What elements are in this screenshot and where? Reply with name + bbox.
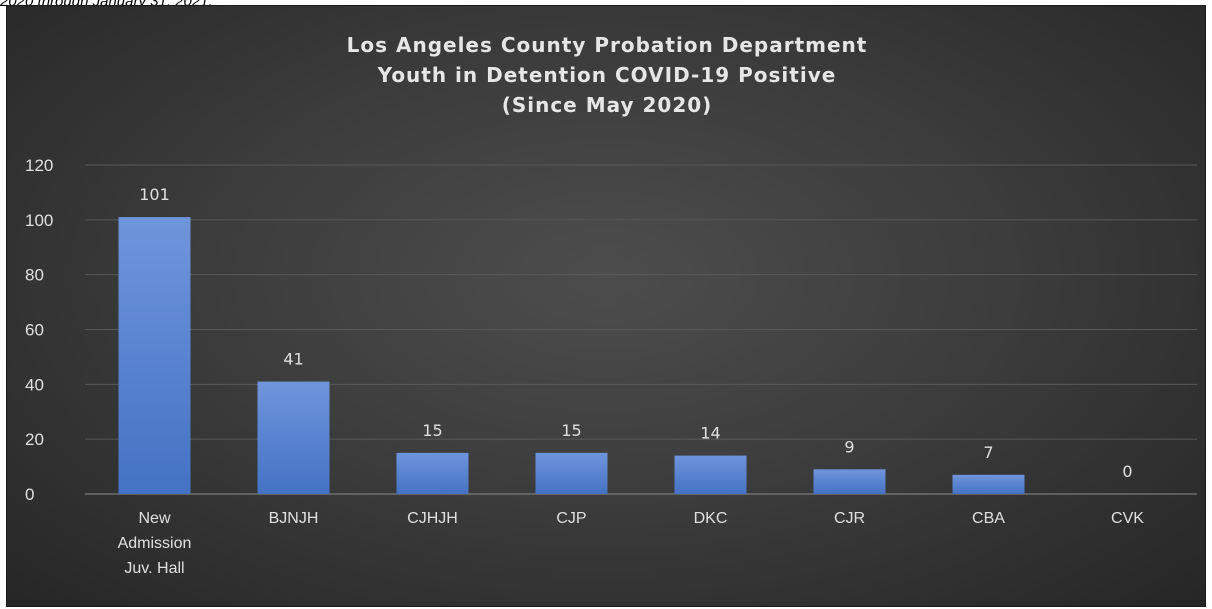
y-tick-label: 40 — [25, 375, 44, 394]
bar — [952, 474, 1025, 494]
bar-chart: Los Angeles County Probation Department Y… — [25, 33, 1197, 577]
y-tick-label: 0 — [25, 485, 34, 504]
data-label: 7 — [983, 443, 993, 462]
chart-title-line-2: Youth in Detention COVID-19 Positive — [377, 63, 837, 87]
bar — [674, 455, 747, 494]
y-tick-label: 120 — [25, 156, 53, 175]
category-label: CJHJH — [407, 510, 458, 527]
y-axis: 0 20 40 60 80 100 120 — [25, 156, 53, 504]
category-label: DKC — [694, 510, 728, 527]
chart-title: Los Angeles County Probation Department Y… — [347, 33, 868, 117]
data-labels: 101 41 15 15 14 9 7 0 — [139, 185, 1132, 481]
gridlines — [85, 164, 1197, 495]
bar — [257, 381, 330, 494]
chart-title-line-3: (Since May 2020) — [502, 93, 713, 117]
category-label: BJNJH — [269, 510, 319, 527]
data-label: 14 — [700, 424, 720, 443]
data-label: 101 — [139, 185, 170, 204]
bar — [396, 452, 469, 494]
category-label: CJR — [834, 510, 865, 527]
category-label: CVK — [1111, 510, 1144, 527]
data-label: 15 — [561, 421, 581, 440]
bar — [118, 217, 191, 494]
category-label: CBA — [972, 510, 1005, 527]
caption-fragment: 2020 through January 31, 2021. — [0, 0, 213, 9]
chart-panel: Los Angeles County Probation Department Y… — [6, 5, 1206, 607]
data-label: 41 — [283, 350, 303, 369]
bar — [813, 469, 886, 494]
y-tick-label: 100 — [25, 211, 53, 230]
chart-title-line-1: Los Angeles County Probation Department — [347, 33, 868, 57]
y-tick-label: 20 — [25, 430, 44, 449]
y-tick-label: 60 — [25, 321, 44, 340]
bar — [535, 452, 608, 494]
bars — [118, 217, 1025, 494]
x-axis: New Admission Juv. Hall BJNJH CJHJH CJP DKC CJR… — [118, 510, 1145, 577]
y-tick-label: 80 — [25, 266, 44, 285]
data-label: 9 — [844, 437, 854, 456]
data-label: 15 — [422, 421, 442, 440]
category-label: New Admission Juv. Hall — [118, 510, 192, 577]
data-label: 0 — [1122, 462, 1132, 481]
category-label: CJP — [556, 510, 586, 527]
